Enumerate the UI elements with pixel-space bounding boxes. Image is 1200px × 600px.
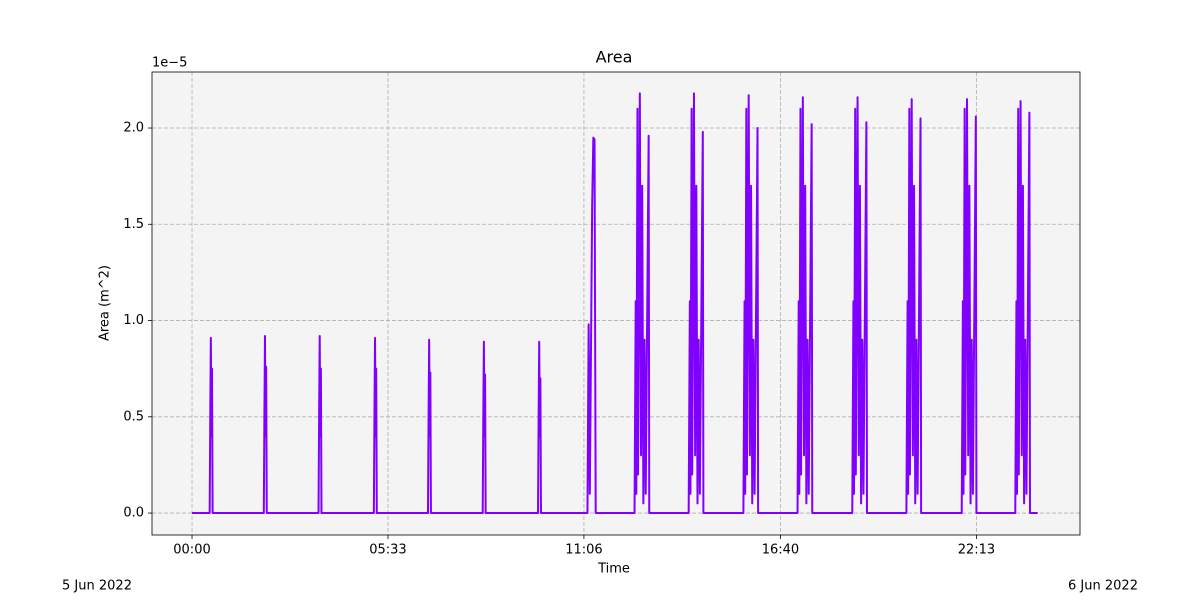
date-annotation: 6 Jun 2022 — [1068, 579, 1138, 594]
x-tick-label: 00:00 — [173, 543, 210, 558]
chart-title: Area — [596, 48, 633, 67]
y-axis-label: Area (m^2) — [98, 265, 113, 341]
date-annotation: 5 Jun 2022 — [62, 579, 132, 594]
axes-frame — [151, 71, 1081, 536]
marks — [192, 92, 1038, 515]
x-tick-label: 05:33 — [369, 543, 406, 558]
y-tick-label: 1.0 — [123, 313, 144, 328]
x-tick-label: 22:13 — [958, 543, 995, 558]
data-line — [192, 92, 1038, 515]
y-tick-label: 1.5 — [123, 217, 144, 232]
plot-area — [152, 72, 1080, 535]
y-tick-label: 0.5 — [123, 409, 144, 424]
y-offset-label: 1e−5 — [152, 56, 187, 71]
x-tick-label: 11:06 — [565, 543, 602, 558]
x-axis-label: Time — [597, 562, 630, 577]
y-tick-label: 0.0 — [123, 506, 144, 521]
x-tick-label: 16:40 — [762, 543, 799, 558]
y-tick-label: 2.0 — [123, 121, 144, 136]
